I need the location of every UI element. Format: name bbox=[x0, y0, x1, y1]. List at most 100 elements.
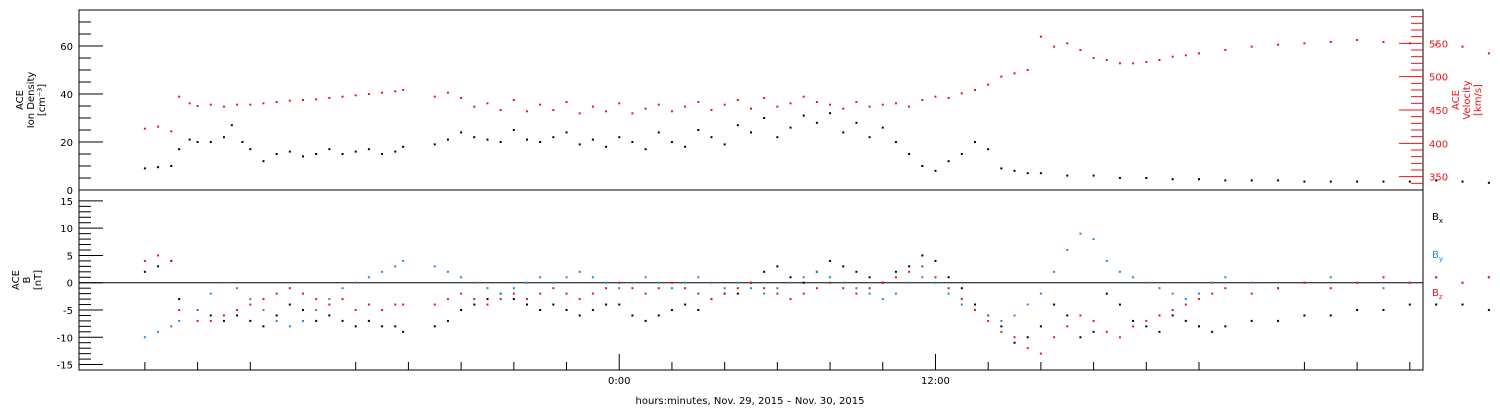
data-point-red bbox=[894, 276, 897, 279]
data-point-red bbox=[196, 105, 199, 107]
data-point-black bbox=[1118, 303, 1121, 306]
data-point-black bbox=[1224, 179, 1227, 182]
data-point-red bbox=[1184, 54, 1187, 57]
data-point-blue bbox=[921, 276, 924, 279]
data-point-red bbox=[1408, 42, 1411, 45]
data-point-red bbox=[631, 287, 634, 290]
density-tick-label: 40 bbox=[60, 90, 73, 101]
data-point-red bbox=[1013, 336, 1016, 339]
data-point-red bbox=[1118, 62, 1121, 65]
data-point-black bbox=[934, 259, 937, 262]
data-point-blue bbox=[236, 287, 239, 290]
b-tick-label: 0 bbox=[67, 279, 73, 290]
data-point-black bbox=[670, 141, 673, 143]
data-point-red bbox=[921, 99, 924, 101]
data-point-black bbox=[855, 270, 858, 273]
data-point-red bbox=[249, 103, 252, 106]
data-point-black bbox=[262, 160, 265, 163]
data-point-red bbox=[367, 303, 370, 306]
data-point-black bbox=[262, 325, 265, 328]
bottom-panel-frame bbox=[78, 189, 1424, 371]
data-point-red bbox=[829, 281, 832, 284]
data-point-red bbox=[1105, 59, 1108, 61]
data-point-red bbox=[868, 105, 871, 108]
time-tick-label: 12:00 bbox=[921, 376, 950, 387]
density-tick-label: 0 bbox=[67, 186, 73, 197]
data-point-red bbox=[894, 102, 897, 105]
velocity-tick-label: 350 bbox=[1429, 173, 1448, 184]
data-point-blue bbox=[315, 309, 318, 311]
data-point-red bbox=[539, 103, 542, 106]
data-point-blue bbox=[1039, 292, 1042, 295]
data-point-red bbox=[1250, 292, 1253, 295]
data-point-red bbox=[657, 287, 660, 290]
data-point-black bbox=[209, 141, 212, 143]
data-point-red bbox=[1329, 287, 1332, 290]
data-point-red bbox=[170, 259, 173, 262]
data-point-black bbox=[947, 276, 950, 279]
axis-label-line: Ion Density bbox=[26, 72, 37, 129]
data-point-red bbox=[908, 270, 911, 273]
data-point-red bbox=[1487, 276, 1490, 279]
data-point-black bbox=[631, 314, 634, 317]
data-point-red bbox=[1066, 325, 1069, 328]
data-point-black bbox=[1356, 180, 1359, 183]
data-point-black bbox=[433, 143, 436, 146]
data-point-blue bbox=[288, 325, 291, 328]
data-point-red bbox=[605, 287, 608, 290]
data-point-blue bbox=[578, 270, 581, 273]
data-point-black bbox=[230, 124, 233, 127]
data-point-black bbox=[1435, 179, 1438, 182]
data-point-blue bbox=[1158, 287, 1161, 290]
data-point-blue bbox=[552, 281, 555, 284]
data-point-black bbox=[1303, 180, 1306, 183]
data-point-red bbox=[1053, 336, 1056, 339]
data-point-black bbox=[381, 325, 384, 328]
data-point-red bbox=[723, 292, 726, 295]
data-point-black bbox=[974, 303, 976, 306]
data-point-blue bbox=[275, 319, 278, 322]
data-point-blue bbox=[855, 287, 858, 290]
data-point-red bbox=[631, 112, 634, 115]
data-point-black bbox=[829, 112, 832, 115]
data-point-red bbox=[473, 298, 476, 301]
data-point-black bbox=[1329, 180, 1332, 183]
data-point-red bbox=[1171, 55, 1174, 58]
data-point-black bbox=[539, 309, 542, 311]
data-point-red bbox=[881, 281, 884, 284]
data-point-red bbox=[657, 103, 660, 106]
data-point-black bbox=[143, 270, 146, 273]
top-panel-frame bbox=[78, 9, 1424, 191]
data-point-blue bbox=[815, 270, 818, 273]
data-point-red bbox=[1171, 309, 1174, 311]
data-point-red bbox=[402, 89, 405, 91]
data-point-black bbox=[618, 136, 621, 139]
velocity-tick-label: 500 bbox=[1429, 73, 1448, 84]
data-point-black bbox=[1053, 303, 1056, 306]
data-point-red bbox=[1329, 41, 1332, 43]
data-point-red bbox=[315, 98, 318, 101]
axis-label-line: ACE bbox=[1451, 90, 1462, 110]
data-point-red bbox=[1000, 330, 1003, 333]
data-point-black bbox=[1224, 325, 1227, 328]
data-point-blue bbox=[328, 298, 331, 301]
data-point-black bbox=[605, 303, 608, 306]
data-point-black bbox=[591, 309, 594, 311]
data-point-red bbox=[341, 298, 344, 301]
time-tick-label: 0:00 bbox=[608, 376, 630, 387]
data-point-blue bbox=[1026, 303, 1029, 306]
data-point-blue bbox=[143, 336, 146, 339]
data-point-red bbox=[209, 319, 212, 322]
data-point-black bbox=[987, 148, 990, 151]
data-point-red bbox=[236, 309, 239, 311]
data-point-red bbox=[473, 105, 476, 108]
data-point-red bbox=[1079, 314, 1082, 317]
data-point-blue bbox=[631, 281, 634, 284]
data-point-blue bbox=[1184, 298, 1187, 301]
data-point-black bbox=[354, 325, 357, 328]
x-axis-title: hours:minutes, Nov. 29, 2015 – Nov. 30, … bbox=[636, 396, 865, 407]
data-point-black bbox=[302, 155, 304, 158]
data-point-black bbox=[473, 136, 476, 139]
ticks-layer: 0 20 40 60 350 400 450 500 550 -15 -10 -5 0 5 10 15 0:00… bbox=[57, 16, 1448, 387]
data-point-red bbox=[1066, 42, 1069, 45]
